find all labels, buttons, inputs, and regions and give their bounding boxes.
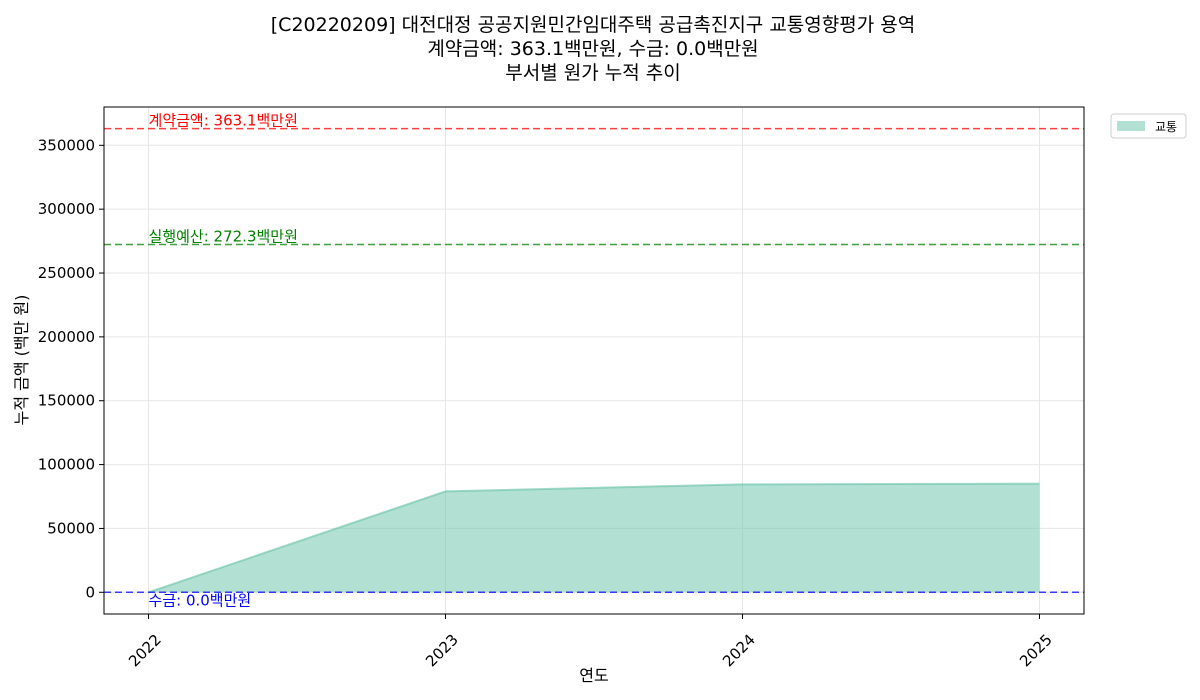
y-tick-label: 250000 [38, 264, 95, 282]
x-tick-label: 2024 [719, 631, 759, 671]
y-axis-label: 누적 금액 (백만 원) [12, 295, 31, 426]
x-tick-label: 2023 [422, 631, 462, 671]
y-tick-label: 50000 [47, 519, 95, 537]
x-tick-label: 2025 [1016, 631, 1056, 671]
plot-frame [103, 106, 1085, 615]
area-series-traffic-edge [148, 482, 1040, 594]
area-series-traffic [148, 483, 1040, 593]
title-line-2: 계약금액: 363.1백만원, 수금: 0.0백만원 [427, 38, 758, 60]
chart-title: [C20220209] 대전대정 공공지원민간임대주택 공급촉진지구 교통영향평… [271, 14, 915, 84]
legend-label-traffic: 교통 [1155, 120, 1177, 134]
y-tick-label: 150000 [38, 392, 95, 410]
reference-line-label: 실행예산: 272.3백만원 [149, 228, 298, 246]
y-tick-label: 350000 [38, 136, 95, 154]
legend: 교통 [1110, 113, 1187, 139]
y-tick-label: 300000 [38, 200, 95, 218]
y-axis-ticks: 0 50000 100000 150000 200000 250000 300000 3500… [38, 136, 104, 601]
y-tick-label: 200000 [38, 328, 95, 346]
legend-swatch-traffic [1117, 121, 1145, 131]
reference-line-label: 계약금액: 363.1백만원 [149, 112, 298, 130]
title-line-1: [C20220209] 대전대정 공공지원민간임대주택 공급촉진지구 교통영향평… [271, 14, 915, 36]
x-tick-label: 2022 [125, 631, 165, 671]
reference-line-label: 수금: 0.0백만원 [149, 591, 252, 609]
x-axis-label: 연도 [579, 666, 608, 685]
y-tick-label: 100000 [38, 456, 95, 474]
y-tick-label: 0 [85, 583, 95, 601]
title-line-3: 부서별 원가 누적 추이 [505, 62, 680, 84]
legend-box [1110, 113, 1187, 139]
x-axis-ticks: 2022 2023 2024 2025 [125, 614, 1056, 670]
